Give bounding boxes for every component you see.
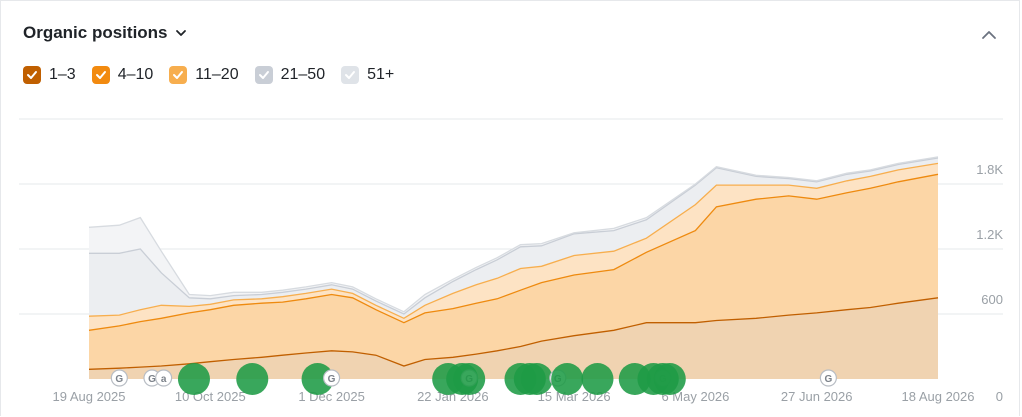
check-icon: [345, 71, 356, 79]
marker-circle: [155, 369, 173, 387]
event-marker: [520, 363, 553, 395]
google-update-marker: G: [322, 369, 341, 387]
checkbox[interactable]: [23, 66, 41, 84]
x-tick-label: 19 Aug 2025: [52, 389, 125, 404]
legend-item-11-20[interactable]: 11–20: [169, 66, 239, 84]
widget-title: Organic positions: [23, 23, 168, 42]
legend-label: 4–10: [117, 66, 154, 83]
line-4-10: [88, 173, 939, 331]
y-tick-label: 1.8K: [976, 162, 1003, 177]
area-1-3: [89, 297, 938, 379]
event-marker: [236, 363, 269, 395]
google-update-marker: G: [819, 369, 837, 387]
area-4-10: [89, 174, 938, 370]
checkbox[interactable]: [169, 66, 188, 84]
x-tick-label: 18 Aug 2026: [901, 389, 974, 404]
legend-label: 51+: [367, 66, 395, 83]
marker-letter: G: [328, 374, 336, 385]
chevron-up-icon[interactable]: [979, 25, 999, 45]
event-marker: [551, 363, 584, 395]
legend-item-51-plus[interactable]: 51+: [341, 66, 394, 84]
organic-positions-dropdown[interactable]: Organic positions: [23, 23, 188, 43]
marker-letter: G: [115, 374, 123, 385]
y-tick-label: 2.4K: [976, 111, 1003, 112]
event-marker: [581, 363, 614, 395]
line-21-50: [89, 157, 939, 315]
legend-item-4-10[interactable]: 4–10: [91, 66, 154, 84]
marker-circle: [322, 369, 341, 387]
legend-item-21-50[interactable]: 21–50: [254, 66, 326, 84]
ahrefs-update-marker: a: [155, 369, 173, 387]
x-tick-label: 27 Jun 2026: [781, 389, 853, 404]
check-icon: [95, 71, 106, 79]
check-icon: [27, 71, 37, 79]
event-marker: [177, 363, 210, 395]
marker-letter: a: [161, 374, 167, 385]
line-1-3: [88, 297, 939, 370]
y-tick-label: 600: [981, 292, 1003, 307]
google-update-marker: G: [110, 369, 128, 387]
x-tick-label: 6 May 2026: [661, 389, 729, 404]
line-51-: [88, 156, 939, 313]
check-icon: [173, 71, 184, 79]
marker-circle: [110, 369, 128, 387]
y-tick-label: 1.2K: [976, 227, 1003, 242]
event-marker: [301, 363, 334, 395]
check-icon: [258, 71, 269, 79]
y-tick-label: 0: [996, 389, 1003, 404]
checkbox[interactable]: [91, 66, 110, 84]
event-marker: [653, 363, 686, 395]
chevron-down-icon: [175, 30, 186, 36]
marker-circle: [819, 369, 837, 387]
legend: 1–3 4–10 11–20 21–50 51+: [23, 66, 394, 84]
checkbox[interactable]: [341, 66, 360, 84]
legend-label: 21–50: [280, 66, 326, 83]
legend-label: 1–3: [49, 66, 76, 83]
legend-item-1-3[interactable]: 1–3: [23, 66, 76, 84]
legend-label: 11–20: [195, 66, 239, 83]
marker-letter: G: [824, 374, 832, 385]
event-marker: [453, 363, 486, 395]
checkbox[interactable]: [254, 66, 273, 84]
marker-letter: G: [148, 374, 156, 385]
line-11-20: [88, 162, 939, 320]
